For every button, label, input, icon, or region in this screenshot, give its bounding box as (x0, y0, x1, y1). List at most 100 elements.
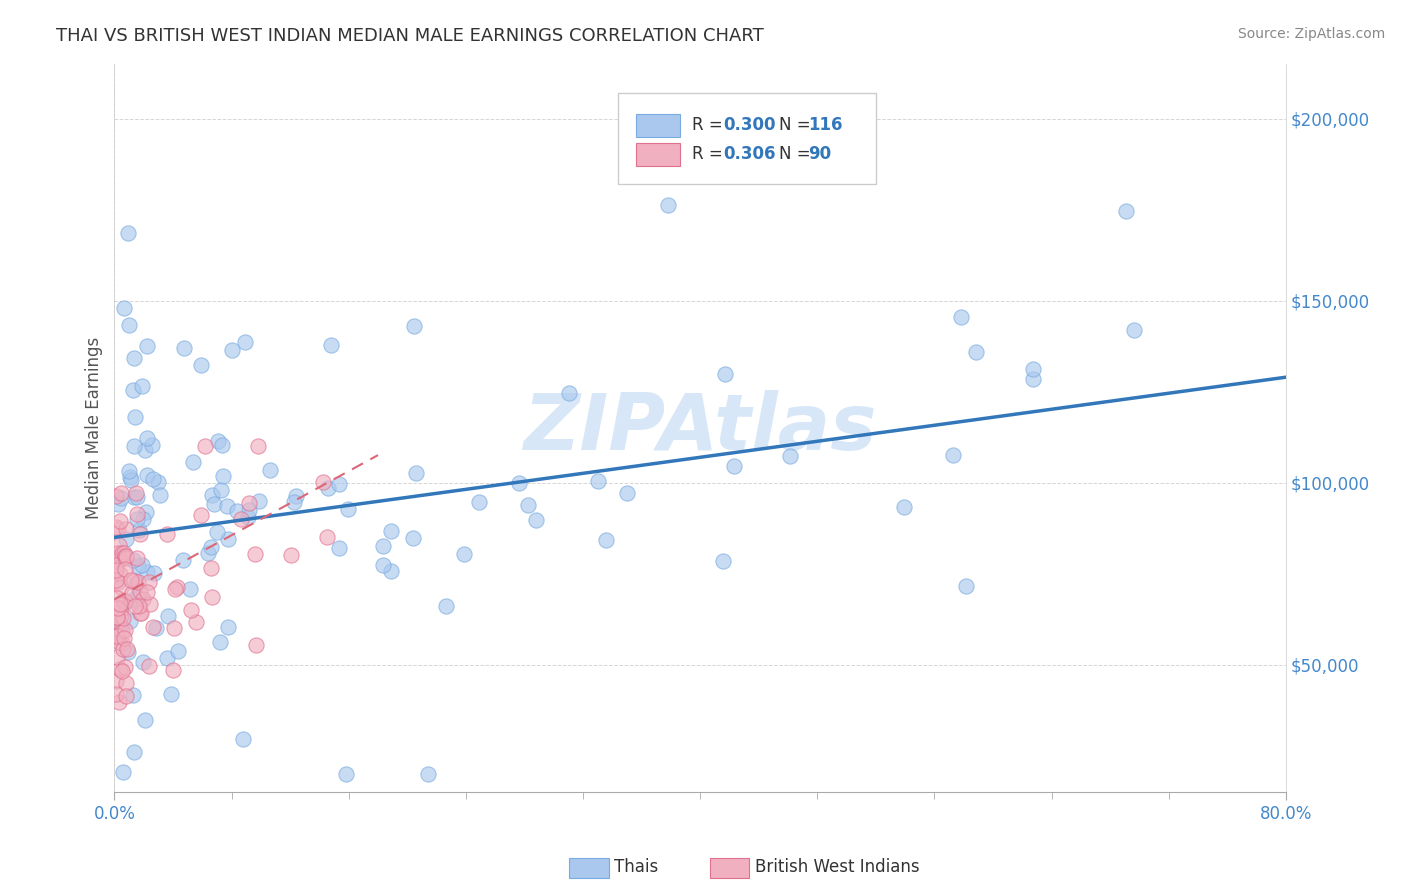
Point (138, 598, 160, 612)
Point (117, 642, 139, 657)
Point (402, 532, 425, 546)
Point (468, 495, 491, 509)
Point (129, 583, 152, 598)
Point (588, 475, 610, 489)
Point (114, 551, 136, 566)
Text: 90: 90 (808, 145, 831, 162)
Point (236, 509, 259, 524)
Bar (636, 113, 681, 136)
Point (135, 431, 157, 445)
FancyBboxPatch shape (619, 93, 876, 185)
Point (595, 533, 617, 547)
Text: THAI VS BRITISH WEST INDIAN MEDIAN MALE EARNINGS CORRELATION CHART: THAI VS BRITISH WEST INDIAN MEDIAN MALE … (56, 27, 763, 45)
Point (557, 386, 579, 401)
Point (167, 644, 190, 658)
Point (217, 532, 239, 546)
Point (135, 505, 157, 519)
Point (713, 367, 735, 381)
Point (120, 473, 142, 487)
Point (105, 610, 128, 624)
Point (108, 551, 131, 566)
Point (105, 558, 128, 572)
Point (122, 745, 145, 759)
Point (114, 549, 136, 564)
Point (128, 599, 150, 613)
Point (893, 500, 915, 515)
Point (373, 539, 395, 553)
Point (127, 559, 149, 574)
Text: R =: R = (692, 145, 728, 162)
Point (280, 549, 302, 563)
Point (114, 594, 136, 608)
Point (114, 594, 136, 608)
Point (723, 458, 745, 473)
Point (238, 503, 260, 517)
Point (120, 574, 142, 588)
Point (111, 546, 134, 560)
Text: ZIPAtlas: ZIPAtlas (523, 390, 877, 467)
Point (184, 615, 207, 629)
Point (105, 591, 128, 606)
Text: 0.306: 0.306 (724, 145, 776, 162)
Point (434, 599, 457, 613)
Point (238, 496, 260, 510)
Point (124, 599, 146, 613)
Point (141, 438, 163, 452)
Point (124, 409, 146, 424)
Point (233, 334, 256, 349)
Point (217, 619, 239, 633)
Point (122, 574, 145, 588)
Point (316, 481, 339, 495)
Point (107, 497, 129, 511)
Y-axis label: Median Male Earnings: Median Male Earnings (86, 337, 103, 519)
Point (118, 470, 141, 484)
Point (315, 530, 337, 544)
Point (117, 226, 139, 240)
Point (1123, 323, 1146, 337)
Point (136, 584, 159, 599)
Point (107, 554, 129, 568)
Point (110, 514, 132, 528)
Point (207, 434, 229, 449)
Point (180, 602, 202, 616)
Point (165, 582, 187, 596)
Point (517, 498, 540, 512)
Point (156, 526, 179, 541)
Point (110, 580, 132, 594)
Point (105, 628, 128, 642)
Point (111, 636, 134, 650)
Point (245, 638, 267, 652)
Point (142, 472, 165, 486)
Point (114, 562, 136, 576)
Point (371, 558, 394, 572)
Point (105, 649, 128, 664)
Point (127, 512, 149, 526)
Point (405, 466, 427, 480)
Point (122, 591, 145, 606)
Point (121, 586, 143, 600)
Point (131, 558, 153, 573)
Point (183, 455, 205, 469)
Point (711, 554, 734, 568)
Point (127, 574, 149, 589)
Point (122, 552, 145, 566)
Point (200, 487, 222, 501)
Point (1115, 204, 1137, 219)
Point (121, 688, 143, 702)
Point (108, 662, 131, 676)
Point (179, 582, 201, 596)
Point (134, 713, 156, 727)
Point (145, 621, 167, 635)
Point (107, 695, 129, 709)
Point (232, 731, 254, 746)
Point (114, 593, 136, 607)
Point (112, 301, 135, 315)
Point (142, 620, 165, 634)
Point (111, 664, 134, 678)
Point (125, 577, 148, 591)
Point (122, 351, 145, 365)
Point (125, 486, 148, 500)
Point (107, 600, 129, 615)
Text: N =: N = (779, 145, 815, 162)
Point (124, 490, 146, 504)
